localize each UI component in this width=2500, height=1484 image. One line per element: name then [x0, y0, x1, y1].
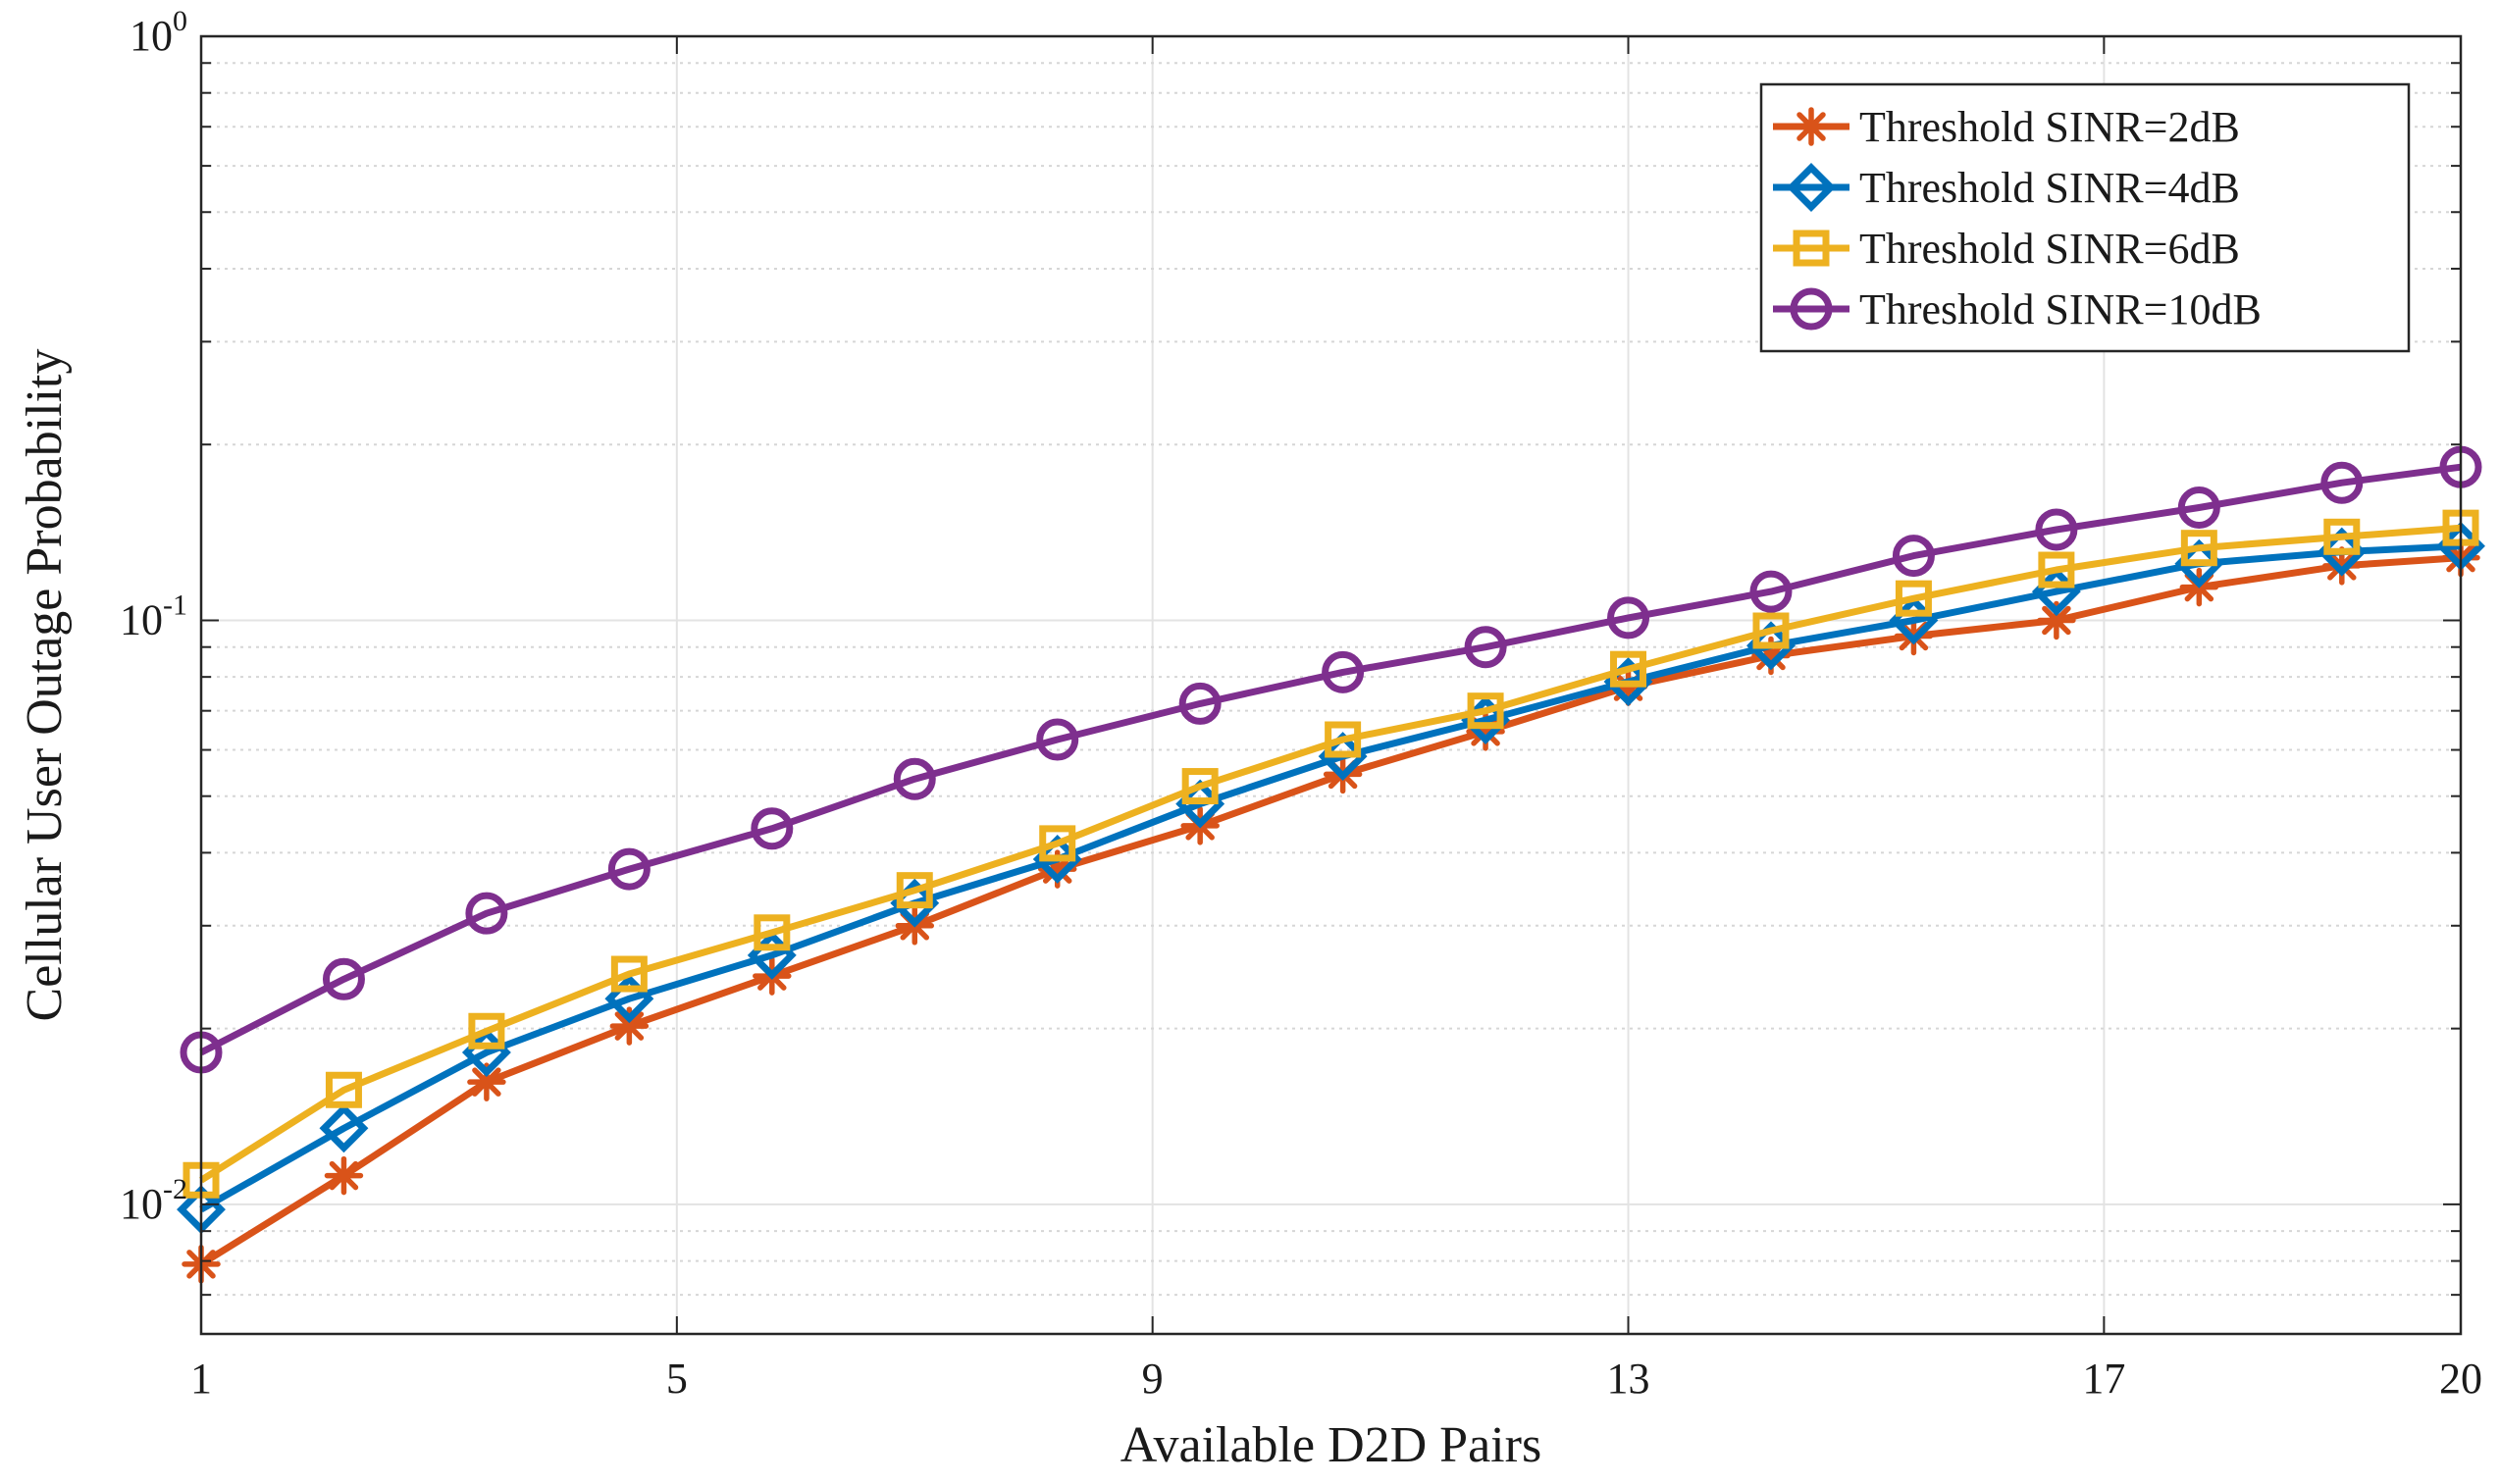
x-axis-title: Available D2D Pairs	[1120, 1417, 1541, 1473]
y-tick-label-base: 10	[130, 12, 173, 60]
y-tick-label-exponent: -1	[163, 588, 187, 621]
data-point-circle	[2035, 508, 2078, 551]
data-point-circle	[751, 807, 794, 850]
y-tick-label: 10-2	[120, 1173, 187, 1228]
data-point-asterisk	[2037, 600, 2076, 640]
y-tick-label: 100	[130, 5, 187, 60]
y-tick-label-base: 10	[120, 595, 163, 643]
x-tick-label: 17	[2082, 1355, 2125, 1403]
legend-box	[1759, 82, 2411, 353]
plot-frame	[199, 34, 2463, 1336]
x-tick-label: 13	[1607, 1355, 1650, 1403]
data-point-diamond	[319, 1103, 369, 1153]
data-point-square	[1325, 721, 1362, 758]
data-point-circle	[1607, 596, 1650, 640]
legend-label: Threshold SINR=10dB	[1859, 285, 2262, 333]
data-point-circle	[322, 957, 365, 1000]
legend-marker-diamond	[1787, 163, 1836, 212]
data-point-asterisk	[1037, 849, 1077, 889]
data-point-square	[1467, 692, 1504, 730]
series-layer	[177, 445, 2485, 1284]
data-point-circle	[2320, 461, 2364, 504]
data-point-circle	[607, 847, 651, 891]
y-axis-title: Cellular User Outage Probability	[17, 349, 73, 1022]
data-point-square	[2038, 551, 2075, 588]
y-tick-label-exponent: 0	[173, 5, 187, 37]
data-point-square	[2323, 518, 2361, 555]
x-tick-label: 1	[190, 1355, 212, 1403]
y-tick-label-base: 10	[120, 1180, 163, 1228]
legend-item: Threshold SINR=2dB	[1773, 103, 2240, 151]
data-point-asterisk	[324, 1155, 364, 1196]
data-point-square	[1610, 650, 1647, 688]
legend-marker-square	[1793, 230, 1830, 267]
data-point-circle	[1178, 682, 1222, 725]
x-tick-label: 5	[666, 1355, 688, 1403]
y-tick-label: 10-1	[120, 588, 187, 643]
legend-item: Threshold SINR=6dB	[1773, 225, 2240, 273]
series-line	[199, 524, 2462, 1184]
data-point-asterisk	[1466, 712, 1505, 751]
data-point-square	[468, 1012, 505, 1049]
data-point-circle	[1892, 535, 1935, 578]
data-point-circle	[1464, 626, 1507, 669]
series-3	[182, 509, 2479, 1199]
data-point-square	[896, 872, 933, 909]
data-point-asterisk	[467, 1062, 506, 1101]
data-point-square	[1039, 825, 1076, 862]
data-point-asterisk	[1751, 636, 1791, 676]
legend-label: Threshold SINR=2dB	[1859, 103, 2240, 151]
data-point-square	[1752, 612, 1790, 649]
data-point-square	[325, 1071, 362, 1108]
legend-label: Threshold SINR=6dB	[1859, 225, 2240, 273]
data-point-square	[1895, 580, 1932, 617]
legend-label: Threshold SINR=4dB	[1859, 164, 2240, 212]
data-point-circle	[465, 892, 508, 935]
data-point-square	[754, 914, 791, 951]
x-tick-label: 9	[1142, 1355, 1164, 1403]
data-point-circle	[1322, 650, 1365, 693]
legend-item: Threshold SINR=10dB	[1773, 285, 2262, 333]
x-tick-label: 20	[2439, 1355, 2482, 1403]
data-point-square	[610, 955, 648, 993]
series-4	[180, 445, 2482, 1074]
data-point-square	[2180, 530, 2217, 567]
legend: Threshold SINR=2dB Threshold SINR=4dB Thre…	[1759, 82, 2411, 353]
y-tick-label-exponent: -2	[163, 1173, 187, 1205]
data-point-circle	[2177, 486, 2220, 529]
data-point-asterisk	[2322, 546, 2362, 586]
data-point-circle	[1749, 570, 1793, 613]
legend-marker-asterisk	[1792, 107, 1831, 146]
legend-item: Threshold SINR=4dB	[1773, 163, 2240, 212]
data-point-asterisk	[609, 1006, 650, 1046]
data-point-circle	[1036, 718, 1079, 761]
series-line	[199, 463, 2462, 1056]
data-point-square	[1181, 768, 1219, 805]
legend-marker-circle	[1790, 287, 1833, 331]
data-point-diamond	[604, 974, 654, 1024]
data-point-circle	[893, 757, 936, 800]
